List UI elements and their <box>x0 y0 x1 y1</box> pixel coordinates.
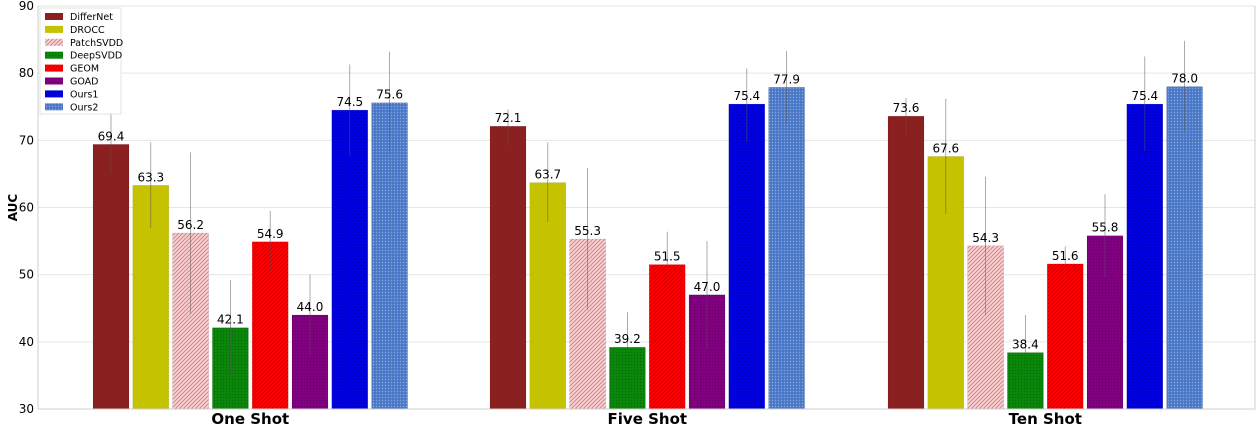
data-label: 54.9 <box>257 227 284 241</box>
data-label: 54.3 <box>972 231 999 245</box>
data-label: 55.3 <box>574 224 601 238</box>
data-label: 67.6 <box>932 141 959 155</box>
legend-swatch-drocc <box>45 25 63 33</box>
data-label: 75.4 <box>1131 89 1158 103</box>
data-label: 75.4 <box>733 89 760 103</box>
data-label: 44.0 <box>297 300 324 314</box>
bar-ours1 <box>728 103 766 410</box>
x-category-label: One Shot <box>211 410 289 428</box>
data-label: 38.4 <box>1012 338 1039 352</box>
legend-label-geom: GEOM <box>70 64 99 75</box>
data-label: 63.7 <box>534 168 561 182</box>
data-label: 51.6 <box>1052 249 1079 263</box>
data-label: 77.9 <box>773 72 800 86</box>
y-tick-label: 70 <box>19 133 34 147</box>
y-axis-label: AUC <box>6 194 20 222</box>
legend-swatch-ours2 <box>45 103 63 111</box>
legend-swatch-ours1 <box>45 90 63 98</box>
legend-swatch-deepsvdd <box>45 51 63 59</box>
y-tick-label: 80 <box>19 66 34 80</box>
legend-label-drocc: DROCC <box>70 25 105 36</box>
data-label: 63.3 <box>137 170 164 184</box>
bar-ours2 <box>768 87 805 410</box>
legend: DifferNetDROCCPatchSVDDDeepSVDDGEOMGOADO… <box>39 7 123 115</box>
legend-swatch-goad <box>45 77 63 85</box>
legend-swatch-geom <box>45 64 63 72</box>
data-label: 56.2 <box>177 218 204 232</box>
y-tick-label: 40 <box>19 335 34 349</box>
bars: 69.4 63.3 56.2 42.1 54.9 44.0 74.5 75.6 72.1 63.7… <box>92 40 1203 410</box>
bar-differnet <box>92 144 130 410</box>
bar-ours1 <box>1126 103 1164 410</box>
data-label: 73.6 <box>893 101 920 115</box>
data-label: 39.2 <box>614 332 641 346</box>
y-tick-label: 50 <box>19 268 34 282</box>
legend-label-differnet: DifferNet <box>70 12 113 23</box>
legend-label-ours1: Ours1 <box>70 89 98 100</box>
bar-ours2 <box>1166 86 1203 410</box>
data-label: 47.0 <box>694 280 721 294</box>
data-label: 72.1 <box>495 111 522 125</box>
data-label: 42.1 <box>217 313 244 327</box>
legend-label-deepsvdd: DeepSVDD <box>70 51 122 62</box>
axes: 30 40 50 60 70 80 90 AUC One Shot Five Shot Ten Sh… <box>6 0 1256 428</box>
data-label: 74.5 <box>336 95 363 109</box>
y-tick-label: 60 <box>19 201 34 215</box>
legend-label-patchsvdd: PatchSVDD <box>70 38 123 49</box>
legend-label-ours2: Ours2 <box>70 102 98 113</box>
bar-geom <box>1046 263 1084 410</box>
x-category-label: Five Shot <box>608 410 688 428</box>
legend-label-goad: GOAD <box>70 77 99 88</box>
data-label: 55.8 <box>1092 221 1119 235</box>
data-label: 75.6 <box>376 88 403 102</box>
y-tick-label: 90 <box>19 0 34 13</box>
data-label: 78.0 <box>1171 72 1198 86</box>
data-label: 69.4 <box>98 129 125 143</box>
bar-differnet <box>887 115 925 410</box>
legend-swatch-differnet <box>45 13 63 20</box>
x-category-label: Ten Shot <box>1009 410 1082 428</box>
data-label: 51.5 <box>654 250 681 264</box>
bar-differnet <box>489 125 527 410</box>
y-tick-label: 30 <box>19 402 34 416</box>
legend-swatch-patchsvdd <box>45 38 63 46</box>
